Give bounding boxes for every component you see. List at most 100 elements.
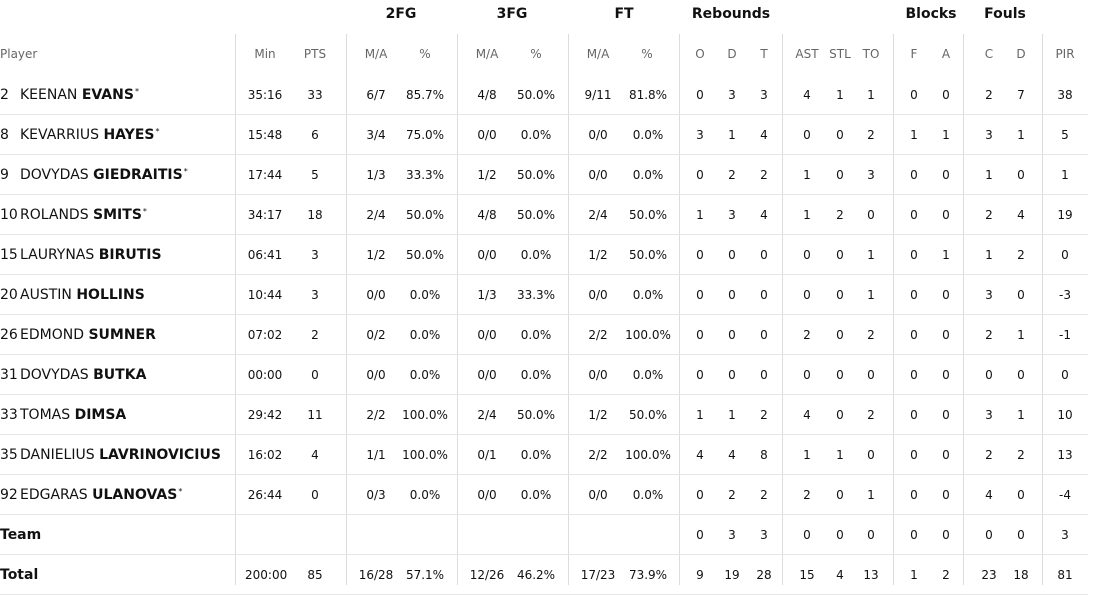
column-header-2fg-pct[interactable]: % bbox=[419, 47, 431, 61]
player-name[interactable]: 92 EDGARAS ULANOVAS* bbox=[0, 475, 182, 515]
cell-reb-d: 3 bbox=[728, 528, 736, 542]
player-name[interactable]: 8 KEVARRIUS HAYES* bbox=[0, 115, 159, 155]
cell-reb-t: 4 bbox=[760, 208, 768, 222]
player-last-name: DIMSA bbox=[74, 407, 127, 423]
column-header-3fg-pct[interactable]: % bbox=[530, 47, 542, 61]
column-header-pts[interactable]: PTS bbox=[303, 47, 327, 61]
table-row[interactable]: Team 0 3 3 0 0 0 0 0 0 0 3 bbox=[0, 515, 1088, 555]
cell-3fg-ma: 4/8 bbox=[477, 88, 497, 102]
player-number: 26 bbox=[0, 327, 18, 343]
cell-pir: 13 bbox=[1057, 448, 1073, 462]
player-name[interactable]: 20 AUSTIN HOLLINS bbox=[0, 275, 146, 315]
cell-ft-ma: 0/0 bbox=[588, 488, 608, 502]
cell-to: 1 bbox=[867, 248, 875, 262]
column-header-foul-d[interactable]: D bbox=[1016, 47, 1026, 61]
column-header-3fg-ma[interactable]: M/A bbox=[475, 47, 499, 61]
cell-2fg-ma: 0/0 bbox=[366, 368, 386, 382]
cell-2fg-pct: 100.0% bbox=[402, 448, 448, 462]
player-last-name: GIEDRAITIS bbox=[93, 167, 183, 183]
table-row[interactable]: 35 DANIELIUS LAVRINOVICIUS 16:02 4 1/1 10… bbox=[0, 435, 1088, 475]
cell-pts: 11 bbox=[307, 408, 323, 422]
cell-reb-d: 3 bbox=[728, 88, 736, 102]
player-name[interactable]: 10 ROLANDS SMITS* bbox=[0, 195, 147, 235]
column-header-ast[interactable]: AST bbox=[795, 47, 819, 61]
cell-reb-t: 3 bbox=[760, 88, 768, 102]
player-first-name: Total bbox=[0, 567, 39, 583]
player-number: 8 bbox=[0, 127, 9, 143]
column-divider bbox=[679, 34, 680, 585]
cell-foul-d: 1 bbox=[1017, 408, 1025, 422]
table-row[interactable]: 33 TOMAS DIMSA 29:42 11 2/2 100.0% 2/4 50… bbox=[0, 395, 1088, 435]
row-divider bbox=[0, 474, 1088, 475]
starter-marker: * bbox=[134, 87, 139, 96]
table-row[interactable]: 20 AUSTIN HOLLINS 10:44 3 0/0 0.0% 1/3 33… bbox=[0, 275, 1088, 315]
cell-2fg-pct: 0.0% bbox=[409, 328, 441, 342]
column-header-reb-d[interactable]: D bbox=[727, 47, 737, 61]
player-first-name: TOMAS bbox=[20, 407, 71, 423]
cell-3fg-ma: 0/0 bbox=[477, 248, 497, 262]
table-row[interactable]: Total 200:00 85 16/28 57.1% 12/26 46.2% … bbox=[0, 555, 1088, 595]
cell-reb-t: 28 bbox=[756, 568, 772, 582]
column-header-ft-ma[interactable]: M/A bbox=[586, 47, 610, 61]
player-name[interactable]: Total bbox=[0, 555, 39, 595]
column-header-reb-o[interactable]: O bbox=[695, 47, 705, 61]
cell-ft-pct: 0.0% bbox=[632, 288, 664, 302]
starter-marker: * bbox=[155, 127, 160, 136]
cell-reb-o: 9 bbox=[696, 568, 704, 582]
cell-pts: 3 bbox=[311, 288, 319, 302]
table-row[interactable]: 9 DOVYDAS GIEDRAITIS* 17:44 5 1/3 33.3% 1… bbox=[0, 155, 1088, 195]
table-row[interactable]: 8 KEVARRIUS HAYES* 15:48 6 3/4 75.0% 0/0 … bbox=[0, 115, 1088, 155]
column-header-2fg-ma[interactable]: M/A bbox=[364, 47, 388, 61]
player-name[interactable]: 9 DOVYDAS GIEDRAITIS* bbox=[0, 155, 188, 195]
cell-reb-t: 4 bbox=[760, 128, 768, 142]
column-header-blk-f[interactable]: F bbox=[910, 47, 918, 61]
column-header-stl[interactable]: STL bbox=[829, 47, 851, 61]
table-row[interactable]: 92 EDGARAS ULANOVAS* 26:44 0 0/3 0.0% 0/0… bbox=[0, 475, 1088, 515]
cell-pir: 5 bbox=[1061, 128, 1069, 142]
cell-stl: 0 bbox=[836, 288, 844, 302]
cell-2fg-ma: 0/0 bbox=[366, 288, 386, 302]
column-header-min[interactable]: Min bbox=[254, 47, 276, 61]
cell-stl: 0 bbox=[836, 328, 844, 342]
cell-foul-c: 2 bbox=[985, 208, 993, 222]
player-name[interactable]: 2 KEENAN EVANS* bbox=[0, 75, 139, 115]
row-divider bbox=[0, 234, 1088, 235]
cell-2fg-pct: 50.0% bbox=[405, 208, 445, 222]
column-header-pir[interactable]: PIR bbox=[1055, 47, 1075, 61]
player-name[interactable]: 33 TOMAS DIMSA bbox=[0, 395, 127, 435]
cell-ft-pct: 50.0% bbox=[628, 248, 668, 262]
cell-pts: 18 bbox=[307, 208, 323, 222]
cell-stl: 0 bbox=[836, 488, 844, 502]
cell-reb-t: 0 bbox=[760, 248, 768, 262]
cell-2fg-pct: 0.0% bbox=[409, 368, 441, 382]
cell-2fg-ma: 3/4 bbox=[366, 128, 386, 142]
table-row[interactable]: 26 EDMOND SUMNER 07:02 2 0/2 0.0% 0/0 0.0… bbox=[0, 315, 1088, 355]
cell-pir: 1 bbox=[1061, 168, 1069, 182]
cell-ft-pct bbox=[622, 515, 674, 555]
player-name[interactable]: 26 EDMOND SUMNER bbox=[0, 315, 157, 355]
player-name[interactable]: Team bbox=[0, 515, 42, 555]
cell-reb-o: 0 bbox=[696, 88, 704, 102]
cell-pts: 33 bbox=[307, 88, 323, 102]
cell-3fg-ma: 0/0 bbox=[477, 328, 497, 342]
cell-min: 15:48 bbox=[247, 128, 283, 142]
column-header-player[interactable]: Player bbox=[0, 47, 38, 61]
table-row[interactable]: 31 DOVYDAS BUTKA 00:00 0 0/0 0.0% 0/0 0.0… bbox=[0, 355, 1088, 395]
table-row[interactable]: 10 ROLANDS SMITS* 34:17 18 2/4 50.0% 4/8 … bbox=[0, 195, 1088, 235]
cell-2fg-ma: 2/4 bbox=[366, 208, 386, 222]
table-row[interactable]: 15 LAURYNAS BIRUTIS 06:41 3 1/2 50.0% 0/0… bbox=[0, 235, 1088, 275]
column-header-to[interactable]: TO bbox=[862, 47, 880, 61]
cell-ft-pct: 50.0% bbox=[628, 408, 668, 422]
player-last-name: SMITS bbox=[93, 207, 142, 223]
column-header-reb-t[interactable]: T bbox=[760, 47, 768, 61]
group-header-fouls: Fouls bbox=[984, 6, 1026, 22]
player-name[interactable]: 31 DOVYDAS BUTKA bbox=[0, 355, 147, 395]
cell-ast: 15 bbox=[799, 568, 815, 582]
player-name[interactable]: 15 LAURYNAS BIRUTIS bbox=[0, 235, 163, 275]
cell-min: 17:44 bbox=[247, 168, 283, 182]
column-header-foul-c[interactable]: C bbox=[984, 47, 994, 61]
player-name[interactable]: 35 DANIELIUS LAVRINOVICIUS bbox=[0, 435, 222, 475]
column-header-blk-a[interactable]: A bbox=[941, 47, 951, 61]
table-row[interactable]: 2 KEENAN EVANS* 35:16 33 6/7 85.7% 4/8 50… bbox=[0, 75, 1088, 115]
column-header-ft-pct[interactable]: % bbox=[641, 47, 653, 61]
